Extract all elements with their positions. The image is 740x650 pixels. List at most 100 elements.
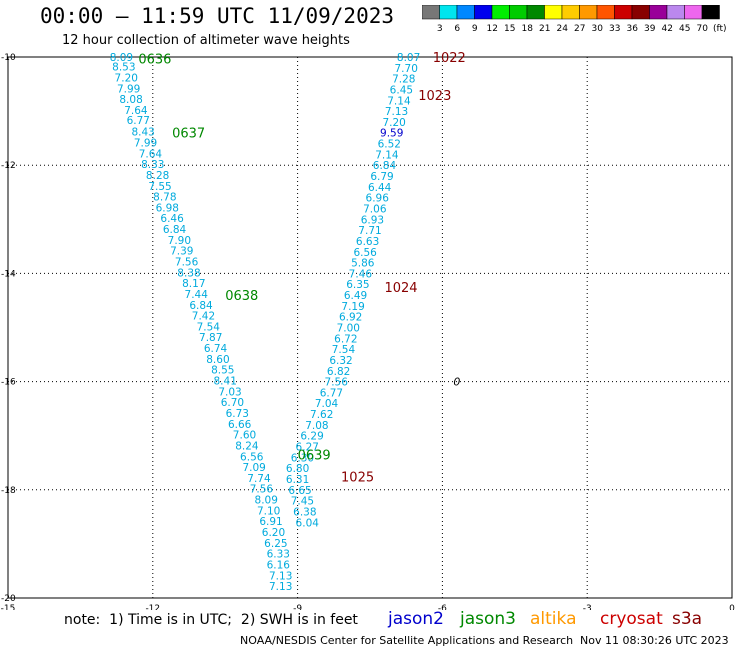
wave-height-point: 6.49 bbox=[344, 290, 367, 302]
wave-height-point: 6.52 bbox=[378, 139, 401, 151]
x-tick-label: -12 bbox=[145, 604, 160, 610]
color-scale-label: 21 bbox=[539, 24, 550, 34]
wave-height-point: 6.63 bbox=[356, 236, 379, 248]
chart-subtitle: 12 hour collection of altimeter wave hei… bbox=[62, 33, 350, 48]
note-text: note: 1) Time is in UTC; 2) SWH is in fe… bbox=[64, 612, 358, 628]
wave-height-point: 8.38 bbox=[177, 267, 200, 279]
color-scale-label: 3 bbox=[437, 24, 443, 34]
wave-height-point: 6.45 bbox=[390, 84, 413, 96]
color-scale-label: 33 bbox=[609, 24, 620, 34]
track-label: 1022 bbox=[433, 51, 466, 66]
wave-height-point: 7.90 bbox=[168, 235, 191, 247]
color-scale-label: 42 bbox=[662, 24, 673, 34]
wave-height-plot: -15 -12 -9 -6 -3 0-10-12-14-16-18-208.098.537… bbox=[1, 51, 735, 610]
wave-height-point: 8.33 bbox=[141, 159, 164, 171]
color-scale-label: (ft) bbox=[713, 24, 727, 34]
wave-height-point: 7.56 bbox=[250, 484, 274, 496]
wave-height-point: 6.80 bbox=[286, 463, 309, 475]
x-tick-label: -9 bbox=[293, 604, 302, 610]
track-label: 0637 bbox=[172, 127, 205, 142]
wave-height-point: 6.56 bbox=[240, 451, 264, 463]
wave-height-point: 8.24 bbox=[235, 440, 259, 452]
color-scale-label: 18 bbox=[522, 24, 534, 34]
color-scale-label: 24 bbox=[557, 24, 569, 34]
wave-height-point: 6.66 bbox=[228, 419, 252, 431]
wave-height-point: 7.19 bbox=[341, 301, 364, 313]
y-tick-label: -10 bbox=[1, 53, 16, 63]
chart-title: 00:00 – 11:59 UTC 11/09/2023 bbox=[40, 4, 395, 28]
wave-height-point: 7.13 bbox=[385, 106, 408, 118]
wave-height-point: 6.16 bbox=[267, 559, 291, 571]
wave-height-point: 6.82 bbox=[327, 366, 350, 378]
color-scale-label: 39 bbox=[644, 24, 656, 34]
color-scale-label: 9 bbox=[472, 24, 478, 34]
wave-height-point: 8.09 bbox=[110, 52, 133, 64]
wave-height-point: 7.39 bbox=[170, 246, 193, 258]
wave-height-point: 6.30 bbox=[291, 452, 314, 464]
wave-height-point: 7.13 bbox=[269, 581, 292, 593]
wave-height-point: 6.29 bbox=[300, 431, 323, 443]
wave-height-point: 8.78 bbox=[153, 192, 176, 204]
extra-mark: 0 bbox=[453, 376, 460, 389]
wave-height-point: 7.56 bbox=[175, 256, 199, 268]
wave-height-point: 6.77 bbox=[320, 387, 343, 399]
wave-height-point: 7.99 bbox=[134, 137, 157, 149]
wave-height-point: 6.73 bbox=[226, 408, 249, 420]
color-scale-label: 36 bbox=[627, 24, 639, 34]
wave-height-point: 6.44 bbox=[368, 182, 392, 194]
wave-height-point: 7.74 bbox=[247, 473, 271, 485]
wave-height-point: 6.27 bbox=[296, 442, 319, 454]
legend-altika: altika bbox=[530, 609, 577, 629]
wave-height-point: 6.70 bbox=[221, 397, 244, 409]
wave-height-point: 6.84 bbox=[373, 160, 397, 172]
wave-height-point: 7.03 bbox=[218, 386, 241, 398]
footer-timestamp: Nov 11 08:30:26 UTC 2023 bbox=[580, 634, 729, 647]
legend-jason2: jason2 bbox=[388, 609, 444, 629]
wave-height-point: 8.07 bbox=[397, 52, 420, 64]
wave-height-point: 6.93 bbox=[361, 214, 384, 226]
track-label: 0636 bbox=[138, 53, 171, 68]
wave-height-point: 6.38 bbox=[293, 506, 316, 518]
wave-height-point: 7.00 bbox=[337, 323, 360, 335]
wave-height-point: 6.92 bbox=[339, 312, 362, 324]
wave-height-point: 7.62 bbox=[310, 409, 333, 421]
wave-height-point: 6.20 bbox=[262, 527, 285, 539]
y-tick-label: -12 bbox=[1, 161, 16, 171]
highlight-bg bbox=[378, 126, 405, 139]
wave-height-point: 7.44 bbox=[185, 289, 209, 301]
x-tick-label: -6 bbox=[438, 604, 447, 610]
y-tick-label: -20 bbox=[1, 594, 16, 604]
color-scale-label: 30 bbox=[592, 24, 604, 34]
color-scale-label: 70 bbox=[697, 24, 709, 34]
wave-height-point: 7.42 bbox=[192, 311, 215, 323]
legend-s3a: s3a bbox=[672, 609, 703, 629]
wave-height-point: 6.32 bbox=[329, 355, 352, 367]
wave-height-point: 7.87 bbox=[199, 332, 222, 344]
wave-height-point: 7.09 bbox=[242, 462, 265, 474]
track-label: 0639 bbox=[298, 449, 331, 464]
y-tick-label: -18 bbox=[1, 486, 16, 496]
wave-height-point: 8.08 bbox=[119, 94, 142, 106]
wave-height-point: 8.09 bbox=[255, 495, 278, 507]
wave-height-point: 7.60 bbox=[233, 430, 256, 442]
wave-height-point: 8.41 bbox=[214, 376, 237, 388]
wave-height-point: 5.86 bbox=[351, 258, 375, 270]
wave-height-point: 7.04 bbox=[315, 398, 339, 410]
wave-height-point: 6.04 bbox=[296, 517, 320, 529]
wave-height-point: 7.06 bbox=[363, 203, 387, 215]
wave-height-point-highlight: 9.59 bbox=[380, 128, 403, 140]
wave-height-point: 6.46 bbox=[160, 213, 184, 225]
track-label: 1024 bbox=[384, 281, 417, 296]
wave-height-point: 6.65 bbox=[288, 485, 311, 497]
x-tick-label: 0 bbox=[729, 604, 735, 610]
wave-height-point: 8.53 bbox=[112, 62, 135, 74]
color-scale-label: 15 bbox=[504, 24, 515, 34]
wave-height-point: 6.31 bbox=[286, 474, 309, 486]
wave-height-point: 7.54 bbox=[197, 321, 221, 333]
wave-height-point: 7.54 bbox=[332, 344, 356, 356]
x-tick-label: -15 bbox=[1, 604, 16, 610]
y-tick-label: -16 bbox=[1, 378, 16, 388]
wave-height-point: 6.33 bbox=[267, 549, 290, 561]
wave-height-point: 6.74 bbox=[204, 343, 228, 355]
y-tick-label: -14 bbox=[1, 269, 16, 279]
